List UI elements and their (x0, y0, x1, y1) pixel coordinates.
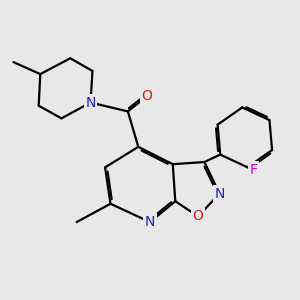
Text: N: N (214, 187, 225, 201)
Text: N: N (85, 96, 96, 110)
Text: F: F (249, 163, 257, 177)
Text: N: N (145, 215, 155, 229)
Text: O: O (193, 209, 203, 224)
Text: O: O (141, 89, 152, 103)
